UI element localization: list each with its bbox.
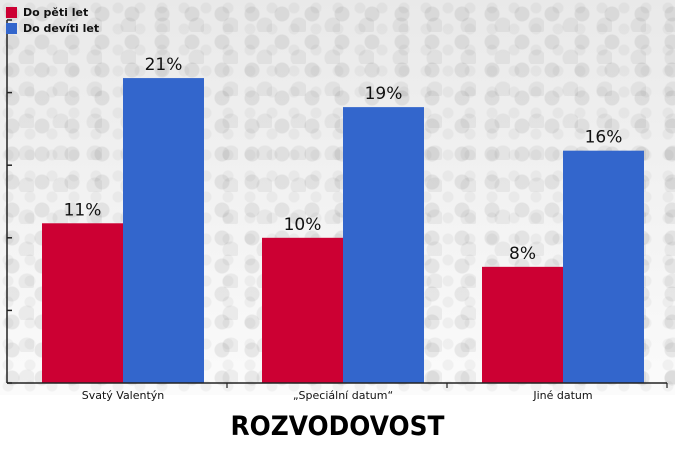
data-label-1-1: 11%	[64, 200, 102, 220]
legend-swatch-series-2	[6, 22, 17, 34]
data-label-2-3: 16%	[585, 128, 623, 148]
bar-2-1	[123, 78, 204, 383]
legend-label-series-1: Do pěti let	[23, 5, 89, 19]
legend-swatch-series-1	[6, 6, 17, 18]
bar-1-1	[42, 223, 123, 383]
data-label-1-2: 10%	[284, 215, 322, 235]
x-tick-label-2: „Speciální datum“	[293, 389, 393, 402]
legend-label-series-2: Do devíti let	[23, 21, 100, 35]
legend-entry-series-1: Do pěti let	[6, 4, 99, 20]
bar-1-3	[482, 266, 563, 383]
x-tick-label-3: Jiné datum	[532, 389, 592, 402]
data-label-1-3: 8%	[509, 244, 536, 264]
data-label-2-1: 21%	[145, 55, 183, 75]
legend-entry-series-2: Do devíti let	[6, 20, 99, 36]
legend: Do pěti let Do devíti let	[6, 4, 99, 36]
bar-1-2	[262, 237, 343, 383]
chart-title: ROZVODOVOST	[230, 411, 445, 442]
bar-2-3	[563, 150, 644, 383]
data-label-2-2: 19%	[365, 84, 403, 104]
x-tick-label-1: Svatý Valentýn	[82, 389, 165, 402]
bar-2-2	[343, 107, 424, 384]
